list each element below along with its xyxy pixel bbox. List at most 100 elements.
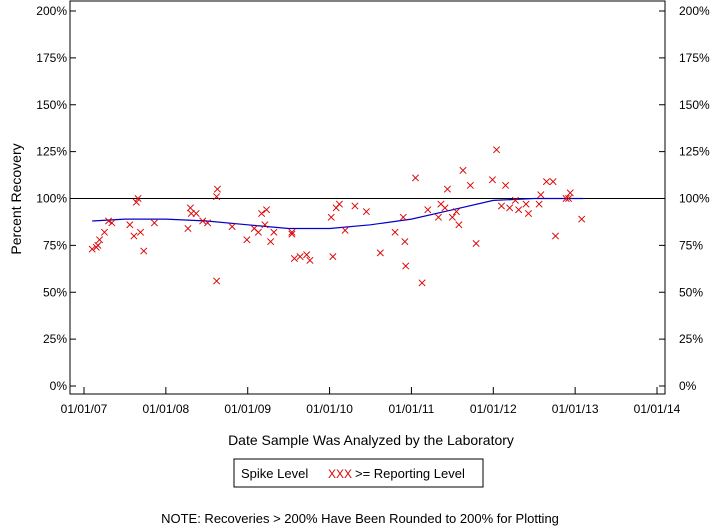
- data-point: [262, 206, 271, 214]
- data-point: [399, 213, 407, 221]
- y-axis-left: 0% 25% 50% 75% 100% 125% 150% 175% 200%: [36, 4, 76, 393]
- data-point: [303, 251, 311, 259]
- x-axis-title: Date Sample Was Analyzed by the Laborato…: [228, 432, 514, 448]
- y-tick-label-right: 50%: [679, 285, 703, 299]
- data-point: [199, 217, 207, 225]
- data-point: [493, 146, 501, 154]
- data-point: [136, 228, 145, 236]
- data-point: [376, 249, 384, 257]
- data-point: [100, 228, 109, 236]
- data-point: [258, 209, 266, 218]
- data-point: [126, 221, 134, 229]
- y-tick-label-right: 0%: [679, 379, 697, 393]
- data-point: [434, 213, 442, 221]
- trend-line: [92, 197, 584, 230]
- data-point: [213, 277, 221, 285]
- x-tick-label: 01/01/11: [389, 402, 435, 416]
- data-point: [290, 254, 298, 263]
- data-point: [497, 202, 506, 210]
- y-axis-right: 0% 25% 50% 75% 100% 125% 150% 175% 200%: [659, 4, 710, 393]
- data-point: [472, 239, 480, 248]
- y-tick-label-left: 0%: [50, 379, 68, 393]
- data-point: [511, 196, 519, 204]
- y-tick-label-left: 50%: [43, 285, 67, 299]
- data-point: [418, 279, 426, 287]
- x-tick-label: 01/01/10: [306, 402, 353, 416]
- data-point: [267, 238, 275, 246]
- data-point: [329, 253, 337, 261]
- data-point: [95, 236, 104, 244]
- data-point: [402, 262, 410, 270]
- data-point: [549, 178, 557, 186]
- legend-box: [233, 458, 484, 488]
- y-tick-label-right: 175%: [679, 51, 710, 65]
- data-point: [488, 176, 497, 184]
- y-tick-label-left: 175%: [36, 51, 67, 65]
- data-point: [243, 236, 251, 244]
- plot-area: [69, 0, 666, 395]
- legend-label: Spike Level: [241, 466, 308, 481]
- y-tick-label-left: 125%: [36, 145, 67, 159]
- data-point: [213, 193, 221, 201]
- data-point: [411, 174, 420, 182]
- x-tick-label: 01/01/14: [634, 402, 681, 416]
- data-point: [565, 194, 573, 203]
- data-point: [441, 204, 449, 212]
- data-point: [134, 194, 142, 203]
- x-tick-label: 01/01/07: [61, 402, 108, 416]
- legend: Spike Level XXX >= Reporting Level: [233, 458, 484, 488]
- data-point: [228, 223, 236, 231]
- y-tick-label-left: 25%: [43, 332, 67, 346]
- y-tick-label-right: 125%: [679, 145, 710, 159]
- data-point: [140, 247, 148, 255]
- data-point: [288, 228, 296, 236]
- x-tick-label: 01/01/08: [142, 402, 189, 416]
- data-point: [401, 238, 409, 246]
- data-point: [270, 228, 278, 236]
- data-point: [551, 232, 560, 240]
- x-axis: 01/01/07 01/01/08 01/01/09 01/01/10 01/01/11…: [61, 387, 681, 416]
- data-points: [88, 146, 586, 287]
- legend-marker: XXX: [328, 467, 352, 481]
- y-tick-label-right: 150%: [679, 98, 710, 112]
- data-point: [452, 208, 461, 216]
- y-tick-label-left: 100%: [36, 192, 67, 206]
- data-point: [455, 221, 463, 229]
- data-point: [524, 209, 533, 218]
- data-point: [424, 206, 432, 214]
- data-point: [254, 228, 262, 236]
- data-point: [362, 208, 370, 216]
- legend-entry: >= Reporting Level: [355, 466, 465, 481]
- y-tick-label-right: 75%: [679, 238, 703, 252]
- y-tick-label-left: 75%: [43, 238, 67, 252]
- data-point: [578, 215, 586, 223]
- data-point: [502, 181, 510, 189]
- data-point: [105, 217, 113, 225]
- data-point: [327, 213, 335, 221]
- data-point: [448, 213, 456, 221]
- x-tick-label: 01/01/13: [552, 402, 599, 416]
- data-point: [335, 200, 343, 208]
- y-axis-title: Percent Recovery: [8, 143, 24, 254]
- footnote: NOTE: Recoveries > 200% Have Been Rounde…: [161, 511, 559, 526]
- data-point: [562, 194, 570, 203]
- data-point: [506, 204, 514, 212]
- y-tick-label-right: 100%: [679, 192, 710, 206]
- data-point: [535, 200, 543, 208]
- data-point: [515, 206, 523, 214]
- data-point: [88, 245, 96, 253]
- y-tick-label-left: 200%: [36, 4, 67, 18]
- data-point: [108, 219, 116, 227]
- y-tick-label-right: 200%: [679, 4, 710, 18]
- y-tick-label-right: 25%: [679, 332, 703, 346]
- data-point: [351, 202, 359, 210]
- data-point: [391, 228, 399, 236]
- data-point: [213, 185, 221, 193]
- x-tick-label: 01/01/09: [224, 402, 271, 416]
- data-point: [150, 219, 158, 227]
- data-point: [192, 209, 200, 218]
- data-point: [186, 204, 194, 212]
- data-point: [288, 230, 296, 238]
- data-point: [466, 181, 474, 189]
